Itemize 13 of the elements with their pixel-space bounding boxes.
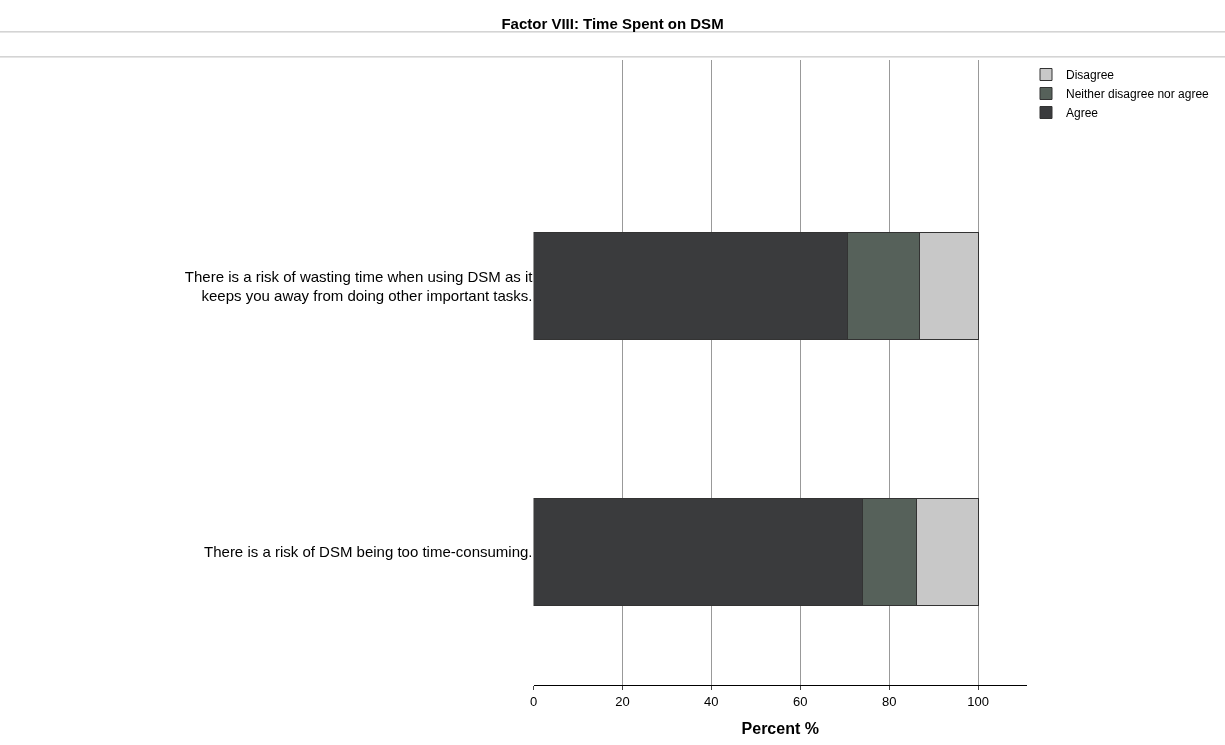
legend-label: Agree (1066, 106, 1099, 121)
y-tick-label: There is a risk of wasting time when using DSM as it keeps you away from doing other important tasks. (184, 267, 534, 305)
legend-label: Neither disagree nor agree (1066, 87, 1210, 102)
chart-title: Factor VIII: Time Spent on DSM (501, 15, 724, 33)
x-tick-label: 100 (967, 693, 989, 709)
x-tick-label: 0 (529, 693, 538, 709)
legend-label: Disagree (1066, 68, 1115, 83)
x-tick-label: 40 (704, 693, 719, 709)
x-tick-label: 20 (615, 693, 630, 709)
y-tick-label: There is a risk of DSM being too time-consuming. (204, 543, 533, 561)
x-axis-title: Percent % (741, 720, 819, 738)
x-tick-label: 80 (881, 693, 897, 709)
x-tick-label: 60 (793, 693, 808, 709)
